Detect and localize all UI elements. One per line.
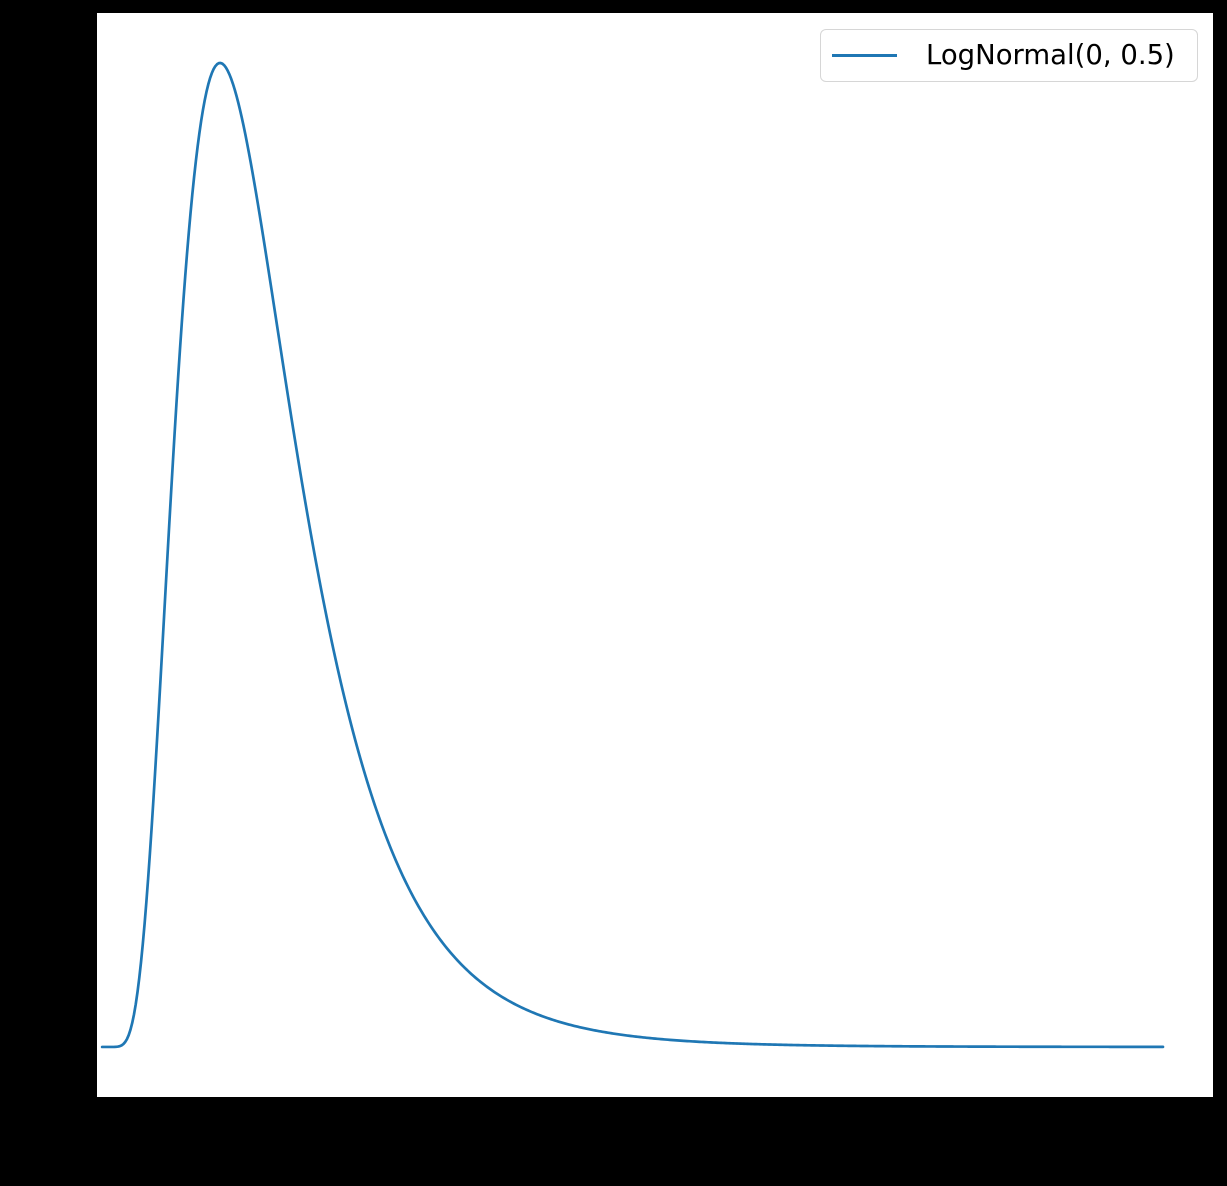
lognormal-curve-svg — [100, 61, 1165, 1049]
plot-area: LogNormal(0, 0.5) — [97, 13, 1213, 1097]
legend-line-sample-icon — [832, 53, 897, 58]
legend: LogNormal(0, 0.5) — [820, 29, 1198, 82]
legend-label: LogNormal(0, 0.5) — [926, 38, 1175, 71]
lognormal-curve — [100, 61, 1165, 1049]
